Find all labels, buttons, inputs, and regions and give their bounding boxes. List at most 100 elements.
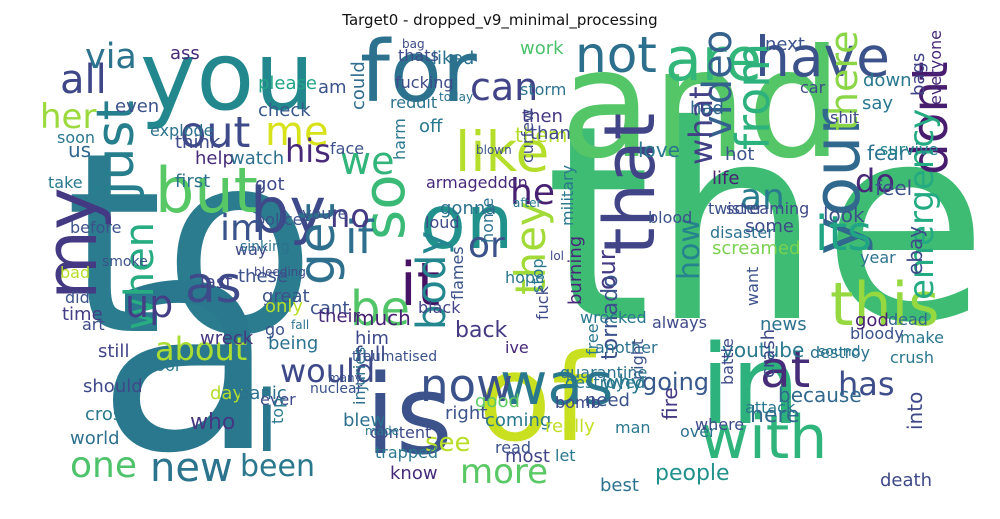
cloud-word: storm — [520, 80, 567, 99]
cloud-word: work — [520, 38, 564, 59]
cloud-word: is — [365, 351, 453, 479]
cloud-word: military — [558, 164, 577, 226]
cloud-word: screaming — [726, 199, 810, 218]
cloud-word: always — [652, 313, 707, 332]
cloud-word: we — [340, 139, 395, 183]
cloud-word: people — [655, 461, 730, 486]
cloud-word: god — [855, 310, 889, 331]
cloud-word: no — [330, 197, 370, 235]
cloud-word: attack — [745, 398, 796, 417]
cloud-word: first — [175, 171, 211, 192]
cloud-word: a — [95, 170, 279, 519]
cloud-word: dead — [888, 310, 928, 329]
cloud-word: most — [505, 446, 550, 467]
cloud-word: really — [545, 416, 595, 437]
cloud-word: face — [330, 139, 365, 158]
cloud-word: the — [545, 67, 989, 382]
cloud-word: be — [350, 281, 410, 337]
cloud-word: before — [70, 218, 122, 237]
cloud-word: more — [460, 452, 549, 492]
cloud-word: disaster — [710, 223, 774, 242]
cloud-word: wrecked — [580, 308, 647, 327]
cloud-word: not — [575, 26, 657, 84]
cloud-word: then — [522, 106, 563, 127]
cloud-word: fucking — [395, 73, 454, 92]
cloud-word: bloody — [850, 324, 904, 343]
cloud-word: these — [238, 266, 288, 287]
cloud-word: off — [419, 116, 443, 137]
cloud-word: all — [60, 57, 107, 103]
cloud-word: go — [265, 320, 285, 339]
cloud-word: home — [478, 197, 497, 243]
cloud-word: it — [400, 250, 441, 320]
cloud-word: where — [695, 415, 745, 434]
cloud-word: am — [318, 77, 347, 98]
cloud-word: going — [642, 368, 710, 396]
cloud-word: reddit — [390, 93, 438, 112]
cloud-word: did — [65, 288, 90, 307]
cloud-word: panic — [238, 383, 287, 404]
cloud-word: ass — [170, 43, 200, 64]
cloud-word: of — [478, 330, 594, 469]
cloud-word: liked — [432, 48, 475, 69]
cloud-word: free — [583, 323, 602, 355]
cloud-word: burning — [565, 235, 586, 305]
cloud-word: can — [470, 65, 539, 109]
cloud-word: my — [29, 187, 113, 300]
cloud-word: think — [175, 132, 221, 153]
cloud-word: ive — [505, 338, 529, 357]
cloud-word: death — [880, 470, 932, 491]
cloud-word: their — [318, 306, 360, 327]
cloud-word: nuclear — [310, 381, 363, 397]
cloud-word: school — [128, 356, 180, 375]
cloud-word: im — [220, 208, 266, 249]
cloud-word: about — [155, 330, 248, 368]
cloud-word: harm — [390, 118, 409, 160]
cloud-word: new — [150, 445, 233, 491]
cloud-word: content — [370, 423, 432, 442]
cloud-word: full — [355, 342, 386, 366]
cloud-word: thats — [398, 46, 439, 65]
cloud-word: do — [855, 162, 895, 200]
cloud-word: great — [262, 286, 310, 307]
cloud-word: here — [750, 403, 800, 428]
cloud-word: should — [83, 376, 143, 397]
cloud-word: and — [560, 18, 843, 192]
cloud-word: in — [700, 321, 801, 449]
cloud-word: gonna — [440, 198, 497, 219]
cloud-word: sound — [818, 344, 861, 360]
cloud-word: man — [615, 418, 651, 437]
cloud-word: being — [268, 333, 319, 354]
cloud-word: screamed — [712, 238, 801, 259]
cloud-word: hope — [505, 268, 545, 287]
cloud-word: twister — [708, 199, 763, 218]
cloud-word: has — [838, 365, 895, 403]
cloud-word: say — [862, 93, 894, 114]
cloud-word: today — [439, 90, 474, 104]
cloud-word: check — [258, 100, 311, 121]
cloud-word: crush — [890, 348, 934, 367]
cloud-word: everyone — [926, 30, 945, 105]
cloud-word: last — [200, 272, 233, 293]
cloud-word: police — [255, 210, 303, 229]
cloud-word: let — [555, 446, 576, 465]
cloud-word: have — [755, 25, 890, 89]
cloud-word: over — [680, 422, 716, 441]
cloud-word: top — [268, 397, 287, 424]
cloud-word: loud — [425, 213, 460, 232]
cloud-word: help — [195, 148, 234, 169]
cloud-word: like — [455, 120, 550, 184]
cloud-word: to — [65, 99, 316, 390]
cloud-word: car — [800, 78, 826, 97]
cloud-word: that — [589, 112, 671, 255]
cloud-word: bags — [908, 52, 929, 96]
cloud-word: got — [255, 174, 285, 195]
cloud-word: curfew — [518, 108, 537, 163]
cloud-word: cant — [310, 298, 350, 319]
cloud-word: some — [745, 216, 794, 237]
cloud-word: way — [235, 240, 268, 259]
cloud-word: fire — [658, 387, 682, 420]
cloud-word: make — [900, 328, 944, 347]
cloud-word: see — [425, 428, 471, 458]
cloud-word: his — [285, 132, 331, 170]
